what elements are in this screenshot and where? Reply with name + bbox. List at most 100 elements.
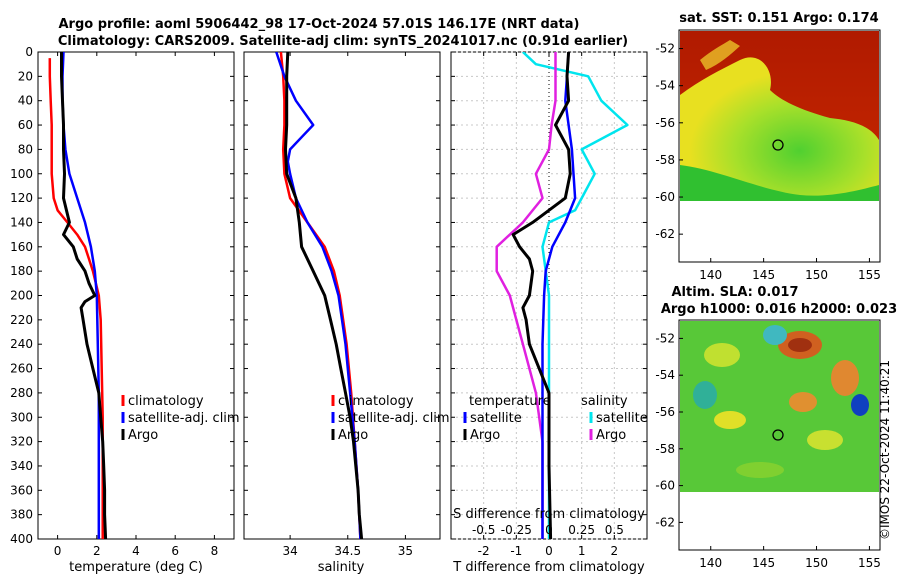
sla-map-panel: Altim. SLA: 0.017 Argo h1000: 0.016 h200… — [655, 285, 897, 570]
map-x-tick-label: 145 — [752, 556, 775, 570]
temperature-legend: climatology satellite-adj. clim Argo — [121, 394, 240, 443]
legend-label-s-satellite: satellite — [596, 411, 648, 426]
sla-mid-1 — [704, 343, 740, 367]
y-tick-label: 200 — [10, 289, 33, 303]
y-tick-label: 20 — [18, 69, 33, 83]
x-tick-label: 35 — [398, 544, 413, 558]
legend-label-t-satellite: satellite — [470, 411, 522, 426]
map-x-tick-label: 150 — [805, 556, 828, 570]
y-tick-label: 300 — [10, 410, 33, 424]
x2-tick-label: 0 — [545, 523, 553, 537]
legend-label-t-argo: Argo — [470, 428, 500, 443]
map-y-tick-label: -58 — [655, 442, 675, 456]
temperature-axes-box — [37, 51, 235, 540]
sla-mid-2 — [714, 411, 746, 429]
salinity-xlabel: salinity — [318, 560, 365, 575]
x-tick-label: 34 — [282, 544, 297, 558]
difference-panel: -2 -1 0 1 2 T difference from climatology S … — [450, 51, 648, 575]
x-tick-label: -1 — [510, 544, 522, 558]
x2-tick-label: 0.5 — [605, 523, 624, 537]
x-tick-label: -2 — [478, 544, 490, 558]
map-x-tick-label: 155 — [858, 556, 881, 570]
t-difference-xlabel: T difference from climatology — [452, 560, 645, 575]
imos-watermark: ©IMOS 22-Oct-2024 11:40:21 — [878, 360, 892, 540]
sla-low-3 — [693, 381, 717, 409]
salinity-x-ticks: 34 34.5 35 — [282, 52, 413, 558]
x-tick-label: 8 — [211, 544, 219, 558]
y-tick-label: 160 — [10, 240, 33, 254]
sla-low-1 — [763, 325, 787, 345]
sla-map-ticks: 140 145 150 155 -52 -54 -56 -58 -60 -62 — [655, 331, 880, 570]
difference-y-ticks — [451, 51, 647, 540]
map-y-tick-label: -62 — [655, 515, 675, 529]
y-tick-label: 380 — [10, 508, 33, 522]
y-tick-label: 60 — [18, 118, 33, 132]
y-tick-label: 0 — [25, 45, 33, 59]
sst-map-image — [680, 31, 879, 202]
sla-mid-4 — [736, 462, 784, 478]
series-line-salinity-satellite — [522, 52, 629, 539]
y-tick-label: 400 — [10, 532, 33, 546]
map-y-tick-label: -52 — [655, 331, 675, 345]
s-difference-xlabel: S difference from climatology — [453, 507, 645, 522]
x2-tick-label: -0.25 — [501, 523, 532, 537]
map-y-tick-label: -56 — [655, 405, 675, 419]
x-tick-label: 1 — [578, 544, 586, 558]
series-line-salinity-argo — [495, 52, 557, 539]
sla-low-2 — [851, 394, 869, 416]
y-tick-label: 340 — [10, 459, 33, 473]
map-y-tick-label: -52 — [655, 42, 675, 56]
temperature-panel: 0204060801001201401601802002202402602803… — [10, 45, 240, 575]
series-line-argo — [60, 52, 108, 539]
temperature-y-ticks: 0 20 40 60 80 100 120 140 160 180 200 220 240 260 280 3… — [10, 45, 234, 546]
legend-label-s-argo: Argo — [596, 428, 626, 443]
title-line-2: Climatology: CARS2009. Satellite-adj cli… — [58, 34, 628, 49]
y-tick-label: 120 — [10, 191, 33, 205]
legend-label-satellite: satellite-adj. clim — [338, 411, 450, 426]
salinity-legend: climatology satellite-adj. clim Argo — [331, 394, 450, 443]
map-x-tick-label: 140 — [699, 268, 722, 282]
y-tick-label: 40 — [18, 94, 33, 108]
y-tick-label: 220 — [10, 313, 33, 327]
sst-argo-marker — [772, 139, 784, 151]
sla-high-3 — [789, 392, 817, 412]
map-x-tick-label: 140 — [699, 556, 722, 570]
y-tick-label: 100 — [10, 167, 33, 181]
series-line-satellite-adj-clim — [275, 52, 362, 539]
salinity-axes-box — [243, 51, 441, 540]
map-y-tick-label: -56 — [655, 116, 675, 130]
series-line-climatology — [48, 58, 104, 539]
x-tick-label: 2 — [611, 544, 619, 558]
sla-map-title-2: Argo h1000: 0.016 h2000: 0.023 — [661, 302, 897, 317]
sla-map-title-1: Altim. SLA: 0.017 — [672, 285, 799, 300]
y-tick-label: 240 — [10, 337, 33, 351]
sst-cold-band — [680, 165, 879, 201]
x-tick-label: 6 — [171, 544, 179, 558]
legend-label-argo: Argo — [128, 428, 158, 443]
y-tick-label: 180 — [10, 264, 33, 278]
map-x-tick-label: 145 — [752, 268, 775, 282]
x2-tick-label: -0.5 — [472, 523, 495, 537]
map-x-tick-label: 150 — [805, 268, 828, 282]
legend-label-argo: Argo — [338, 428, 368, 443]
x2-tick-label: 0.25 — [568, 523, 595, 537]
s-difference-ticks: -0.5 -0.25 0 0.25 0.5 — [472, 523, 624, 537]
sla-high-1-core — [788, 338, 812, 352]
title-line-1: Argo profile: aoml 5906442_98 17-Oct-202… — [59, 17, 580, 32]
difference-lines — [495, 52, 629, 539]
x-tick-label: 0 — [545, 544, 553, 558]
sla-high-2 — [831, 360, 859, 396]
difference-legend: temperature satellite Argo salinity sate… — [463, 394, 648, 443]
map-y-tick-label: -54 — [655, 368, 675, 382]
sla-map-image — [680, 321, 879, 492]
x-tick-label: 4 — [132, 544, 140, 558]
sst-front — [700, 40, 740, 70]
sst-map-ticks: 140 145 150 155 -52 -54 -56 -58 -60 -62 — [655, 42, 880, 282]
y-tick-label: 260 — [10, 362, 33, 376]
legend-label-climatology: climatology — [338, 394, 414, 409]
series-line-temperature-argo — [511, 52, 572, 539]
temperature-x-ticks: 0 2 4 6 8 — [54, 52, 218, 558]
map-y-tick-label: -58 — [655, 153, 675, 167]
map-y-tick-label: -60 — [655, 190, 675, 204]
